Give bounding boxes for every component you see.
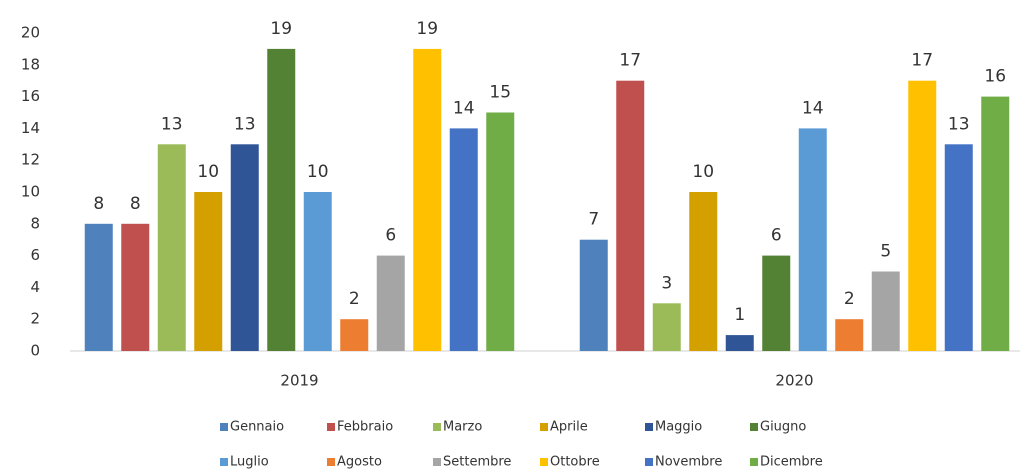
value-label: 14 — [453, 98, 475, 118]
bar — [689, 192, 718, 351]
value-label: 2 — [844, 289, 855, 309]
legend-swatch — [750, 458, 758, 466]
value-label: 10 — [307, 162, 329, 182]
value-label: 16 — [984, 67, 1006, 87]
bar — [157, 144, 186, 351]
value-label: 8 — [130, 194, 141, 214]
bar — [725, 335, 754, 351]
bar — [449, 128, 478, 351]
bar — [579, 239, 608, 351]
legend-swatch — [220, 423, 228, 431]
value-label: 2 — [349, 289, 360, 309]
bar — [267, 48, 296, 352]
value-label: 10 — [692, 162, 714, 182]
legend-swatch — [220, 458, 228, 466]
y-tick-label: 4 — [30, 278, 40, 296]
value-label: 15 — [489, 83, 511, 103]
bar — [340, 319, 369, 351]
y-tick-label: 20 — [21, 24, 40, 42]
legend-label: Marzo — [443, 420, 482, 435]
bar — [303, 192, 332, 351]
y-tick-label: 18 — [21, 55, 40, 73]
value-label: 14 — [802, 98, 824, 118]
x-tick-label: 2020 — [775, 372, 813, 390]
value-label: 13 — [948, 114, 970, 134]
bar — [981, 96, 1010, 351]
y-tick-label: 10 — [21, 183, 40, 201]
bar — [762, 255, 791, 351]
value-label: 5 — [880, 242, 891, 262]
legend-label: Maggio — [655, 420, 702, 435]
value-label: 8 — [93, 194, 104, 214]
y-tick-label: 2 — [30, 310, 40, 328]
legend-label: Gennaio — [230, 420, 284, 435]
bar — [376, 255, 405, 351]
bar — [908, 80, 937, 351]
value-label: 6 — [771, 226, 782, 246]
x-tick-label: 2019 — [280, 372, 318, 390]
legend-label: Agosto — [337, 455, 382, 470]
bar — [230, 144, 259, 351]
bar — [798, 128, 827, 351]
legend-label: Novembre — [655, 455, 722, 470]
bar — [871, 271, 900, 351]
value-label: 13 — [161, 114, 183, 134]
legend-label: Giugno — [760, 420, 806, 435]
value-label: 13 — [234, 114, 256, 134]
legend-swatch — [540, 423, 548, 431]
legend-label: Settembre — [443, 455, 511, 470]
y-tick-label: 0 — [30, 342, 40, 360]
legend-swatch — [540, 458, 548, 466]
value-label: 7 — [588, 210, 599, 230]
bar — [194, 192, 223, 351]
bar — [84, 223, 113, 351]
legend-swatch — [327, 423, 335, 431]
value-label: 17 — [911, 51, 933, 71]
y-tick-label: 6 — [30, 246, 40, 264]
value-label: 19 — [416, 19, 438, 39]
y-tick-label: 12 — [21, 151, 40, 169]
value-label: 19 — [270, 19, 292, 39]
legend-label: Dicembre — [760, 455, 823, 470]
value-label: 17 — [619, 51, 641, 71]
y-tick-label: 16 — [21, 87, 40, 105]
legend-label: Ottobre — [550, 455, 600, 470]
bar — [652, 303, 681, 351]
value-label: 3 — [661, 273, 672, 293]
bar — [121, 223, 150, 351]
legend-label: Aprile — [550, 420, 588, 435]
y-tick-label: 14 — [21, 119, 40, 137]
legend-swatch — [750, 423, 758, 431]
bar — [616, 80, 645, 351]
legend-swatch — [433, 423, 441, 431]
bar — [413, 48, 442, 352]
value-label: 10 — [197, 162, 219, 182]
legend-swatch — [645, 423, 653, 431]
value-label: 1 — [734, 305, 745, 325]
value-label: 6 — [385, 226, 396, 246]
legend-swatch — [433, 458, 441, 466]
bar — [835, 319, 864, 351]
y-tick-label: 8 — [30, 214, 40, 232]
bar — [944, 144, 973, 351]
bar — [486, 112, 515, 351]
legend-label: Febbraio — [337, 420, 393, 435]
legend-label: Luglio — [230, 455, 269, 470]
legend-swatch — [645, 458, 653, 466]
legend-swatch — [327, 458, 335, 466]
